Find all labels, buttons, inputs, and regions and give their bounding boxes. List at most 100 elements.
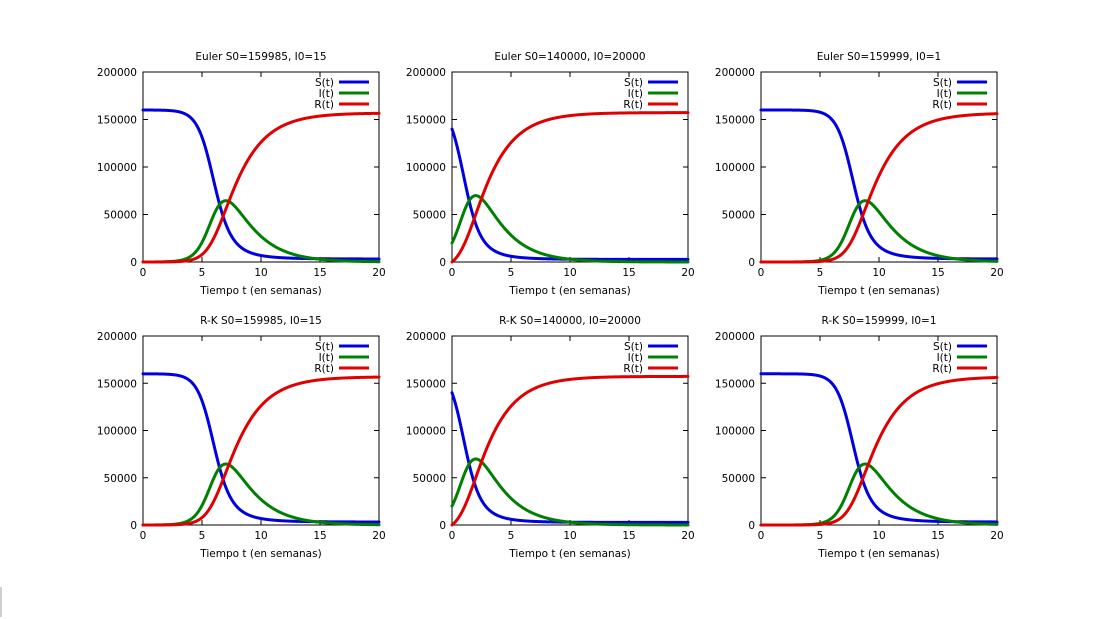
legend-label: R(t) (314, 363, 334, 375)
chart-title: R-K S0=159985, I0=15 (200, 315, 322, 327)
legend-label: R(t) (932, 363, 952, 375)
window-edge-mark (0, 587, 2, 617)
y-tick-label: 150000 (97, 378, 137, 390)
series-line-st (759, 108, 999, 261)
series-line-it (141, 462, 381, 527)
plot-frame (142, 71, 380, 263)
x-tick-label: 10 (872, 530, 885, 542)
series-line-rt (450, 111, 690, 264)
y-tick-label: 150000 (715, 378, 755, 390)
y-tick-label: 0 (130, 257, 137, 269)
y-tick-label: 200000 (97, 331, 137, 343)
x-tick-label: 20 (681, 530, 694, 542)
legend-label: S(t) (624, 341, 643, 353)
chart-panel-3: Euler S0=159999, I0=1 0 50000 100000 150000 2… (715, 51, 1004, 297)
x-tick-label: 5 (508, 530, 515, 542)
y-tick-label: 100000 (97, 426, 137, 438)
legend-label: I(t) (937, 88, 952, 100)
series-line-it (450, 194, 690, 264)
legend-label: S(t) (315, 77, 334, 89)
chart-title: Euler S0=159999, I0=1 (817, 51, 941, 63)
y-tick-label: 50000 (104, 473, 137, 485)
series-line-st (141, 108, 381, 261)
x-tick-label: 5 (199, 267, 206, 279)
y-tick-label: 0 (748, 520, 755, 532)
y-tick-label: 100000 (715, 162, 755, 174)
x-tick-label: 15 (931, 530, 944, 542)
x-tick-label: 20 (372, 267, 385, 279)
legend-label: R(t) (314, 99, 334, 111)
x-tick-label: 20 (990, 530, 1003, 542)
legend-label: S(t) (315, 341, 334, 353)
legend-label: I(t) (937, 352, 952, 364)
chart-panel-5: R-K S0=140000, I0=20000 0 50000 100000 15000… (406, 315, 695, 560)
x-tick-label: 15 (622, 530, 635, 542)
y-tick-label: 100000 (406, 426, 446, 438)
x-axis-label: Tiempo t (en semanas) (508, 548, 630, 560)
y-tick-label: 200000 (406, 67, 446, 79)
y-tick-label: 200000 (97, 67, 137, 79)
series-line-it (759, 462, 999, 527)
series-line-rt (759, 376, 999, 527)
x-axis-label: Tiempo t (en semanas) (817, 285, 939, 297)
x-axis-label: Tiempo t (en semanas) (817, 548, 939, 560)
y-tick-label: 50000 (413, 473, 446, 485)
legend-label: I(t) (319, 352, 334, 364)
plot-frame (760, 71, 998, 263)
series-line-it (759, 199, 999, 264)
y-tick-label: 50000 (722, 473, 755, 485)
y-tick-label: 150000 (406, 115, 446, 127)
plot-frame (451, 335, 689, 526)
legend-label: S(t) (624, 77, 643, 89)
series-line-st (450, 127, 690, 261)
x-tick-label: 0 (140, 267, 147, 279)
series-line-rt (759, 112, 999, 264)
legend-label: I(t) (319, 88, 334, 100)
y-tick-label: 50000 (104, 210, 137, 222)
series-line-st (450, 391, 690, 524)
series-line-st (141, 372, 381, 524)
x-tick-label: 5 (199, 530, 206, 542)
x-tick-label: 0 (449, 267, 456, 279)
y-tick-label: 200000 (715, 67, 755, 79)
x-tick-label: 5 (508, 267, 515, 279)
chart-panel-4: R-K S0=159985, I0=15 0 50000 100000 150000 20… (97, 315, 386, 560)
legend-label: S(t) (933, 341, 952, 353)
y-tick-label: 50000 (722, 210, 755, 222)
y-tick-label: 100000 (715, 426, 755, 438)
x-tick-label: 20 (990, 267, 1003, 279)
plot-frame (451, 71, 689, 263)
legend-label: R(t) (932, 99, 952, 111)
series-line-rt (141, 111, 381, 264)
x-tick-label: 15 (622, 267, 635, 279)
plot-frame (142, 335, 380, 526)
legend-label: I(t) (628, 352, 643, 364)
x-tick-label: 15 (313, 267, 326, 279)
y-tick-label: 150000 (715, 115, 755, 127)
chart-panel-6: R-K S0=159999, I0=1 0 50000 100000 150000 20 0… (715, 315, 1004, 560)
y-tick-label: 0 (439, 257, 446, 269)
x-tick-label: 0 (758, 530, 765, 542)
x-tick-label: 0 (449, 530, 456, 542)
series-line-rt (450, 374, 690, 527)
x-tick-label: 15 (313, 530, 326, 542)
y-tick-label: 100000 (97, 162, 137, 174)
legend-label: S(t) (933, 77, 952, 89)
chart-title: Euler S0=159985, I0=15 (195, 51, 326, 63)
y-tick-label: 0 (130, 520, 137, 532)
chart-panel-2: Euler S0=140000, I0=20000050000100000150… (406, 51, 695, 297)
chart-title: R-K S0=159999, I0=1 (821, 315, 936, 327)
x-tick-label: 0 (758, 267, 765, 279)
x-tick-label: 20 (372, 530, 385, 542)
legend-label: R(t) (623, 363, 643, 375)
x-axis-label: Tiempo t (en semanas) (508, 285, 630, 297)
x-tick-label: 5 (817, 267, 824, 279)
y-tick-label: 150000 (406, 378, 446, 390)
x-axis-label: Tiempo t (en semanas) (199, 548, 321, 560)
y-tick-label: 0 (439, 520, 446, 532)
x-tick-label: 20 (681, 267, 694, 279)
y-tick-label: 150000 (97, 115, 137, 127)
y-tick-label: 200000 (406, 331, 446, 343)
series-line-it (141, 199, 381, 264)
